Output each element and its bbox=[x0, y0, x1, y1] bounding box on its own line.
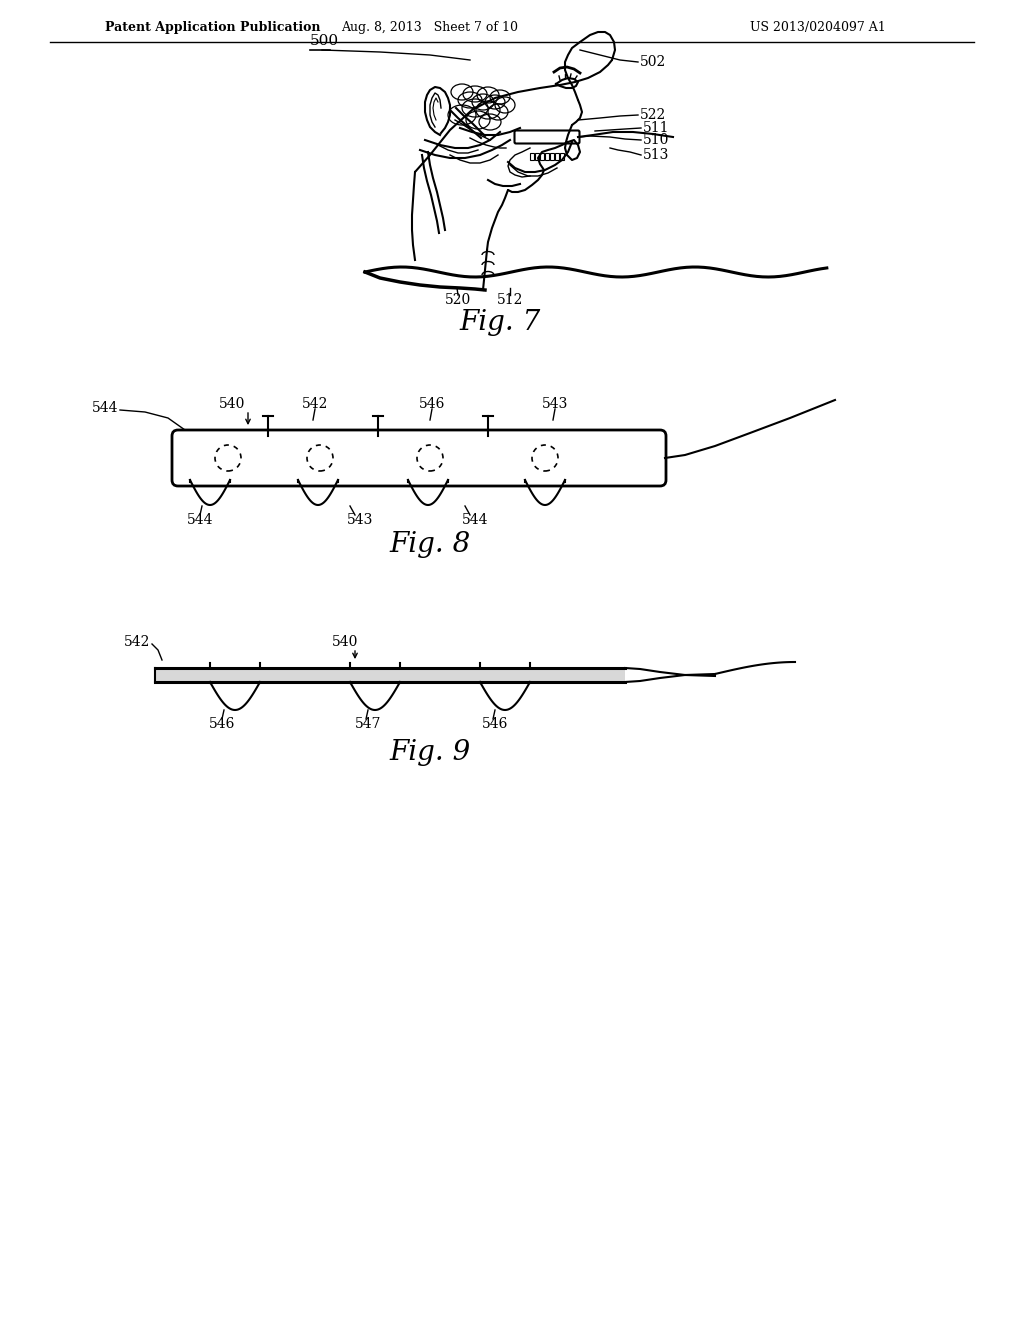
Text: Patent Application Publication: Patent Application Publication bbox=[105, 21, 321, 34]
FancyBboxPatch shape bbox=[514, 131, 580, 144]
Text: 500: 500 bbox=[310, 34, 339, 48]
Text: 544: 544 bbox=[91, 401, 118, 414]
Text: Fig. 8: Fig. 8 bbox=[389, 532, 471, 558]
Text: 542: 542 bbox=[124, 635, 150, 649]
Text: 540: 540 bbox=[332, 635, 358, 649]
Text: 512: 512 bbox=[497, 293, 523, 308]
Text: 544: 544 bbox=[186, 513, 213, 527]
Text: 543: 543 bbox=[542, 397, 568, 411]
Bar bbox=[560, 153, 564, 160]
Bar bbox=[535, 153, 539, 160]
Text: 547: 547 bbox=[354, 717, 381, 731]
Text: 546: 546 bbox=[209, 717, 236, 731]
Text: 510: 510 bbox=[643, 133, 670, 147]
Text: Fig. 9: Fig. 9 bbox=[389, 738, 471, 766]
FancyBboxPatch shape bbox=[172, 430, 666, 486]
Bar bbox=[555, 153, 559, 160]
Text: 544: 544 bbox=[462, 513, 488, 527]
Bar bbox=[545, 153, 549, 160]
Text: Aug. 8, 2013   Sheet 7 of 10: Aug. 8, 2013 Sheet 7 of 10 bbox=[341, 21, 518, 34]
Text: 546: 546 bbox=[482, 717, 508, 731]
Text: 513: 513 bbox=[643, 148, 670, 162]
Bar bbox=[550, 153, 554, 160]
Bar bbox=[540, 153, 544, 160]
Text: US 2013/0204097 A1: US 2013/0204097 A1 bbox=[750, 21, 886, 34]
Text: 543: 543 bbox=[347, 513, 373, 527]
Text: 546: 546 bbox=[419, 397, 445, 411]
Text: 542: 542 bbox=[302, 397, 328, 411]
Text: 502: 502 bbox=[640, 55, 667, 69]
Bar bbox=[530, 153, 534, 160]
Bar bbox=[155, 668, 625, 682]
Text: 522: 522 bbox=[640, 108, 667, 121]
Text: 511: 511 bbox=[643, 121, 670, 135]
Text: 540: 540 bbox=[219, 397, 245, 411]
Text: 520: 520 bbox=[444, 293, 471, 308]
Text: Fig. 7: Fig. 7 bbox=[460, 309, 541, 335]
